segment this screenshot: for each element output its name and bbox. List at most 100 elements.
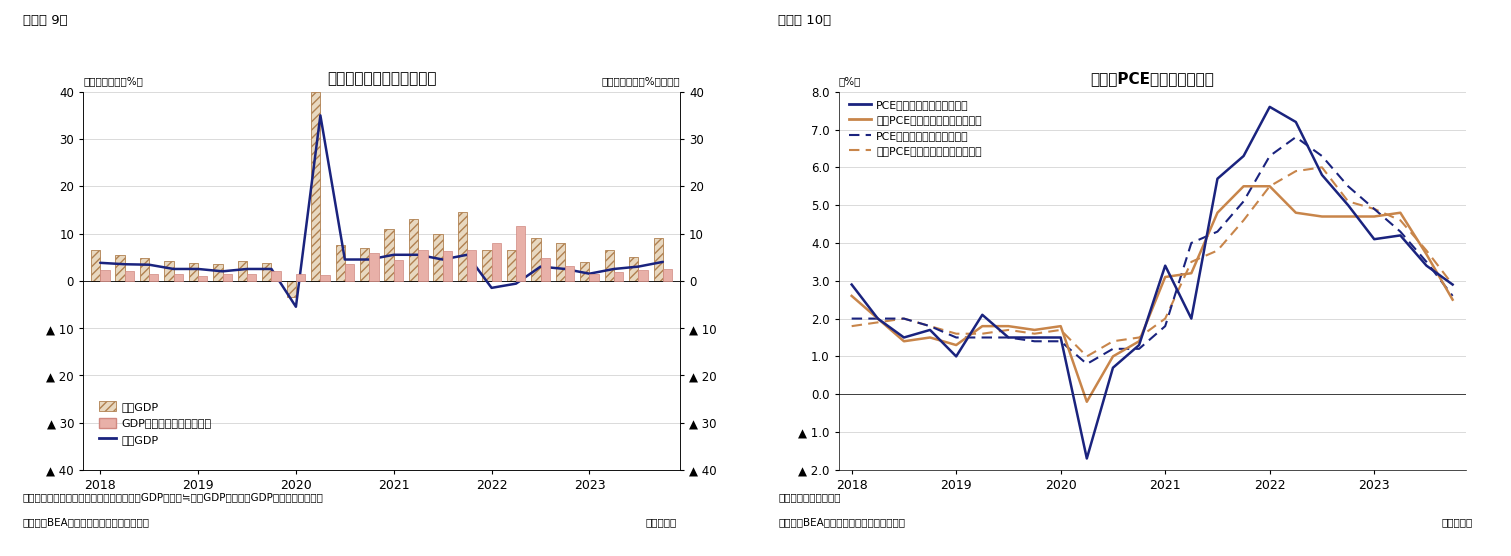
Bar	[125, 271, 134, 281]
コアPCE価格指数（前年同期比）	[895, 315, 913, 322]
PCE価格指数（前期比年率）	[1417, 262, 1435, 269]
PCE価格指数（前年同期比）	[1234, 198, 1253, 205]
コアPCE価格指数（前年同期比）	[1130, 334, 1148, 341]
Bar	[369, 254, 379, 281]
コアPCE価格指数（前期比年率）	[922, 334, 940, 341]
コアPCE価格指数（前年同期比）	[999, 326, 1017, 333]
コアPCE価格指数（前年同期比）	[922, 323, 940, 330]
コアPCE価格指数（前年同期比）	[869, 319, 887, 326]
PCE価格指数（前年同期比）	[843, 315, 861, 322]
コアPCE価格指数（前期比年率）	[895, 338, 913, 345]
PCE価格指数（前期比年率）	[947, 353, 966, 360]
コアPCE価格指数（前年同期比）	[1105, 338, 1123, 345]
コアPCE価格指数（前年同期比）	[843, 323, 861, 330]
Bar	[491, 243, 502, 281]
コアPCE価格指数（前期比年率）	[1105, 353, 1123, 360]
コアPCE価格指数（前期比年率）	[999, 323, 1017, 330]
Bar	[506, 250, 517, 281]
Bar	[467, 250, 476, 281]
コアPCE価格指数（前期比年率）	[843, 292, 861, 299]
PCE価格指数（前期比年率）	[1443, 281, 1461, 288]
PCE価格指数（前年同期比）	[1392, 229, 1410, 235]
Title: 米国の名目と実質の成長率: 米国の名目と実質の成長率	[326, 71, 437, 86]
Line: PCE価格指数（前年同期比）: PCE価格指数（前年同期比）	[852, 137, 1452, 364]
Bar	[360, 247, 369, 281]
PCE価格指数（前年同期比）	[922, 323, 940, 330]
コアPCE価格指数（前年同期比）	[1287, 168, 1306, 175]
Bar	[458, 212, 467, 281]
コアPCE価格指数（前年同期比）	[1392, 217, 1410, 224]
PCE価格指数（前期比年率）	[1339, 202, 1357, 208]
Bar	[556, 243, 565, 281]
PCE価格指数（前年同期比）	[1130, 345, 1148, 352]
コアPCE価格指数（前期比年率）	[1287, 210, 1306, 216]
Bar	[394, 260, 403, 281]
コアPCE価格指数（前年同期比）	[1364, 206, 1383, 212]
Bar	[613, 272, 623, 281]
Text: （図表 10）: （図表 10）	[778, 14, 831, 27]
Legend: PCE価格指数（前期比年率）, コアPCE価格指数（前期比年率）, PCE価格指数（前年同期比）, コアPCE価格指数（前年同期比）: PCE価格指数（前期比年率）, コアPCE価格指数（前期比年率）, PCE価格指…	[845, 96, 987, 161]
PCE価格指数（前年同期比）	[1443, 292, 1461, 299]
Text: （図表 9）: （図表 9）	[23, 14, 68, 27]
PCE価格指数（前期比年率）	[1026, 334, 1044, 341]
コアPCE価格指数（前期比年率）	[869, 315, 887, 322]
PCE価格指数（前年同期比）	[947, 334, 966, 341]
Bar	[384, 229, 394, 281]
コアPCE価格指数（前期比年率）	[1130, 338, 1148, 345]
PCE価格指数（前年同期比）	[869, 315, 887, 322]
Bar	[272, 271, 281, 281]
コアPCE価格指数（前期比年率）	[1077, 399, 1095, 405]
コアPCE価格指数（前期比年率）	[1313, 213, 1331, 220]
コアPCE価格指数（前年同期比）	[1026, 330, 1044, 337]
Bar	[150, 274, 159, 281]
PCE価格指数（前期比年率）	[1392, 232, 1410, 239]
コアPCE価格指数（前期比年率）	[973, 323, 991, 330]
コアPCE価格指数（前年同期比）	[1209, 247, 1227, 254]
コアPCE価格指数（前年同期比）	[1339, 198, 1357, 205]
コアPCE価格指数（前期比年率）	[1392, 210, 1410, 216]
コアPCE価格指数（前期比年率）	[947, 342, 966, 349]
コアPCE価格指数（前期比年率）	[1364, 213, 1383, 220]
PCE価格指数（前期比年率）	[1105, 364, 1123, 371]
Line: コアPCE価格指数（前期比年率）: コアPCE価格指数（前期比年率）	[852, 186, 1452, 402]
PCE価格指数（前年同期比）	[1417, 259, 1435, 265]
PCE価格指数（前期比年率）	[1313, 172, 1331, 178]
PCE価格指数（前期比年率）	[973, 311, 991, 318]
Bar	[434, 234, 443, 281]
PCE価格指数（前年同期比）	[1339, 183, 1357, 190]
PCE価格指数（前年同期比）	[1209, 229, 1227, 235]
Text: （資料）BEAよりニッセイ基礎研究所作成: （資料）BEAよりニッセイ基礎研究所作成	[778, 517, 905, 527]
Title: 米国のPCE価格指数伸び率: 米国のPCE価格指数伸び率	[1091, 71, 1213, 86]
PCE価格指数（前年同期比）	[1287, 134, 1306, 141]
Bar	[320, 275, 329, 281]
Text: （%）: （%）	[839, 76, 861, 86]
PCE価格指数（前年同期比）	[1105, 345, 1123, 352]
PCE価格指数（前期比年率）	[843, 281, 861, 288]
Bar	[580, 262, 589, 281]
Line: PCE価格指数（前期比年率）: PCE価格指数（前期比年率）	[852, 107, 1452, 459]
Bar	[246, 274, 257, 281]
PCE価格指数（前期比年率）	[1234, 153, 1253, 160]
PCE価格指数（前年同期比）	[973, 334, 991, 341]
Bar	[311, 92, 320, 281]
Bar	[565, 266, 574, 281]
PCE価格指数（前期比年率）	[1156, 262, 1174, 269]
PCE価格指数（前年同期比）	[1182, 240, 1200, 246]
Bar	[100, 270, 109, 281]
コアPCE価格指数（前年同期比）	[1077, 353, 1095, 360]
コアPCE価格指数（前期比年率）	[1026, 326, 1044, 333]
コアPCE価格指数（前年同期比）	[1443, 281, 1461, 288]
Bar	[165, 261, 174, 281]
コアPCE価格指数（前期比年率）	[1052, 323, 1070, 330]
Bar	[638, 270, 648, 281]
PCE価格指数（前期比年率）	[1364, 236, 1383, 242]
コアPCE価格指数（前期比年率）	[1156, 274, 1174, 280]
PCE価格指数（前年同期比）	[1026, 338, 1044, 345]
Bar	[222, 274, 231, 281]
Bar	[237, 261, 246, 281]
Bar	[335, 245, 345, 281]
コアPCE価格指数（前年同期比）	[1313, 164, 1331, 171]
Bar	[189, 263, 198, 281]
コアPCE価格指数（前期比年率）	[1443, 296, 1461, 303]
Bar	[213, 264, 222, 281]
